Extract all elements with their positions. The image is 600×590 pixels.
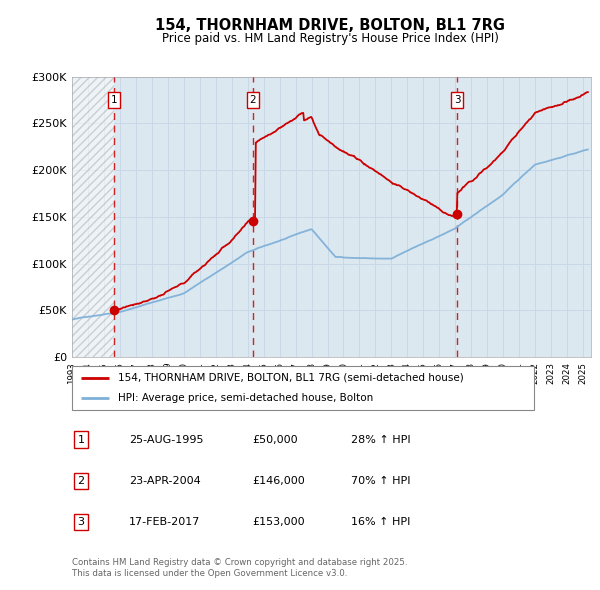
Text: Price paid vs. HM Land Registry's House Price Index (HPI): Price paid vs. HM Land Registry's House … <box>161 32 499 45</box>
Text: 70% ↑ HPI: 70% ↑ HPI <box>351 476 410 486</box>
Text: £50,000: £50,000 <box>252 435 298 444</box>
Text: HPI: Average price, semi-detached house, Bolton: HPI: Average price, semi-detached house,… <box>118 393 373 403</box>
Text: 154, THORNHAM DRIVE, BOLTON, BL1 7RG (semi-detached house): 154, THORNHAM DRIVE, BOLTON, BL1 7RG (se… <box>118 373 464 383</box>
Text: 28% ↑ HPI: 28% ↑ HPI <box>351 435 410 444</box>
Text: £153,000: £153,000 <box>252 517 305 527</box>
Text: This data is licensed under the Open Government Licence v3.0.: This data is licensed under the Open Gov… <box>72 569 347 578</box>
Text: 3: 3 <box>454 95 461 105</box>
Text: 1: 1 <box>111 95 118 105</box>
Text: Contains HM Land Registry data © Crown copyright and database right 2025.: Contains HM Land Registry data © Crown c… <box>72 558 407 567</box>
Text: £146,000: £146,000 <box>252 476 305 486</box>
Text: 23-APR-2004: 23-APR-2004 <box>129 476 201 486</box>
Text: 2: 2 <box>249 95 256 105</box>
Text: 3: 3 <box>77 517 85 527</box>
Text: 17-FEB-2017: 17-FEB-2017 <box>129 517 200 527</box>
Text: 154, THORNHAM DRIVE, BOLTON, BL1 7RG: 154, THORNHAM DRIVE, BOLTON, BL1 7RG <box>155 18 505 33</box>
Text: 1: 1 <box>77 435 85 444</box>
Text: 16% ↑ HPI: 16% ↑ HPI <box>351 517 410 527</box>
Text: 25-AUG-1995: 25-AUG-1995 <box>129 435 203 444</box>
Bar <box>72 77 115 357</box>
Text: 2: 2 <box>77 476 85 486</box>
